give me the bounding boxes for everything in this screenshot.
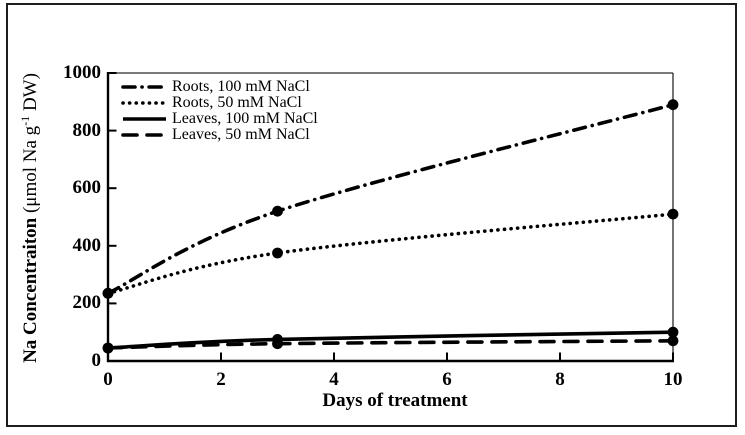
legend-item-leaves-50-mm-nacl: Leaves, 50 mM NaCl — [121, 127, 318, 143]
data-point-roots-100-mm-nacl-day-3 — [272, 205, 283, 217]
x-tick-label: 6 — [442, 369, 452, 390]
data-point-leaves-50-mm-nacl-day-0 — [102, 342, 114, 354]
x-tick-label: 0 — [103, 369, 113, 390]
legend-label: Leaves, 100 mM NaCl — [172, 110, 318, 127]
x-tick-label: 2 — [216, 369, 226, 390]
series-line-roots-50-mm-nacl — [106, 212, 675, 296]
y-tick-label: 400 — [72, 234, 102, 256]
y-axis-title-main: Na Concentraiton — [20, 217, 42, 363]
y-tick-label: 1000 — [63, 62, 101, 83]
data-point-roots-50-mm-nacl-day-0 — [102, 287, 114, 299]
legend-line-sample-solid-icon — [123, 117, 166, 121]
y-tick-label: 600 — [72, 177, 102, 199]
y-tick-label: 0 — [91, 350, 102, 371]
series-line-roots-100-mm-nacl — [106, 102, 675, 296]
legend-line-sample-dotted-icon — [121, 101, 168, 105]
data-point-roots-100-mm-nacl-day-10 — [667, 99, 679, 111]
legend-item-roots-50-mm-nacl: Roots, 50 mM NaCl — [121, 95, 318, 111]
y-axis-title: Na Concentraiton (μmol Na g-1 DW) — [18, 73, 42, 363]
x-axis-title: Days of treatment — [322, 390, 468, 411]
legend-line-sample-dashdot-icon — [121, 85, 168, 89]
legend-line-sample-dashed-icon — [121, 133, 168, 137]
legend-label: Roots, 100 mM NaCl — [172, 78, 310, 95]
legend-item-leaves-100-mm-nacl: Leaves, 100 mM NaCl — [121, 111, 318, 127]
series-line-leaves-50-mm-nacl — [106, 339, 675, 350]
x-tick-label: 8 — [555, 369, 565, 390]
x-tick-label: 10 — [663, 369, 683, 390]
data-point-leaves-50-mm-nacl-day-10 — [667, 335, 679, 347]
x-tick-label: 4 — [329, 369, 339, 390]
data-point-roots-50-mm-nacl-day-3 — [272, 247, 283, 259]
series-line-leaves-100-mm-nacl — [107, 330, 674, 350]
legend: Roots, 100 mM NaCl Roots, 50 mM NaCl Leave… — [121, 79, 318, 143]
legend-item-roots-100-mm-nacl: Roots, 100 mM NaCl — [121, 79, 318, 95]
legend-label: Roots, 50 mM NaCl — [172, 94, 302, 111]
data-point-leaves-100-mm-nacl-day-10 — [667, 326, 679, 338]
figure-border — [6, 3, 737, 427]
legend-label: Leaves, 50 mM NaCl — [172, 126, 310, 143]
y-axis-title-unit-end: DW) — [20, 73, 42, 116]
data-point-leaves-50-mm-nacl-day-3 — [272, 338, 283, 350]
y-tick-label: 800 — [72, 119, 102, 141]
y-axis-title-superscript: -1 — [17, 115, 32, 126]
y-tick-label: 200 — [72, 292, 102, 314]
data-point-roots-50-mm-nacl-day-10 — [667, 208, 679, 220]
y-axis-title-unit: (μmol Na g — [20, 125, 42, 214]
